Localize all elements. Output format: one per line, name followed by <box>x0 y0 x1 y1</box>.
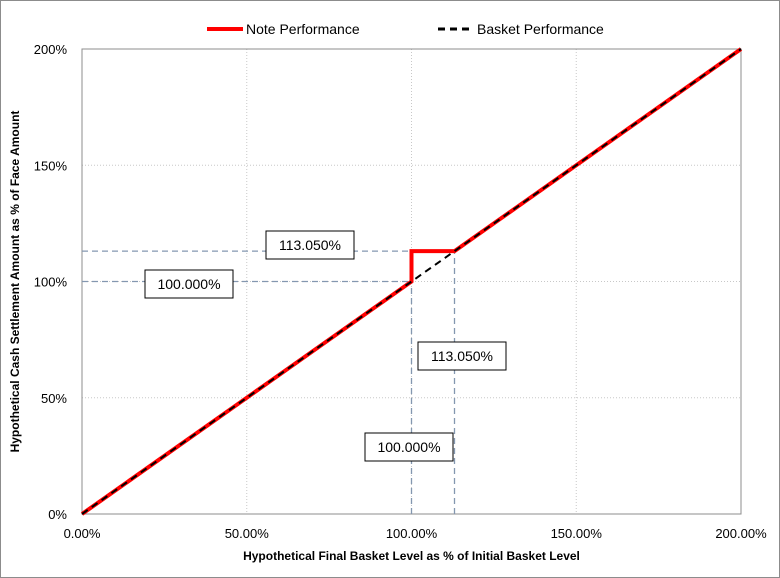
annotation-frame <box>265 230 355 260</box>
tick-labels: 0.00% 50.00% 100.00% 150.00% 200.00% 0% 50% 100… <box>34 42 767 541</box>
x-tick-label: 50.00% <box>225 526 270 541</box>
annotation-label: 113.050% <box>279 237 341 253</box>
y-axis-title: Hypothetical Cash Settlement Amount as %… <box>8 111 22 453</box>
y-tick-label: 100% <box>34 275 68 290</box>
legend-item: Basket Performance <box>438 21 604 37</box>
legend-label: Note Performance <box>246 21 360 37</box>
annotation-box: 100.000% <box>144 269 234 299</box>
legend-label: Basket Performance <box>477 21 604 37</box>
annotation-box: 113.050% <box>417 341 507 371</box>
annotation-box: 100.000% <box>364 432 454 462</box>
x-tick-label: 100.00% <box>386 526 438 541</box>
annotations: 113.050% 100.000% 113.050% 100.000% <box>144 230 507 462</box>
y-tick-label: 0% <box>48 507 67 522</box>
x-tick-label: 150.00% <box>551 526 603 541</box>
legend-item: Note Performance <box>207 21 360 37</box>
x-tick-label: 0.00% <box>64 526 101 541</box>
annotation-label: 100.000% <box>377 439 440 455</box>
legend: Note Performance Basket Performance <box>207 21 604 37</box>
annotation-frame <box>364 432 454 462</box>
y-tick-label: 150% <box>34 158 68 173</box>
y-tick-label: 50% <box>41 391 67 406</box>
annotation-label: 113.050% <box>431 348 493 364</box>
annotation-label: 100.000% <box>157 276 220 292</box>
annotation-frame <box>144 269 234 299</box>
reference-lines <box>82 250 456 514</box>
x-tick-label: 200.00% <box>715 526 767 541</box>
basket-performance-line <box>81 48 742 515</box>
y-tick-label: 200% <box>34 42 68 57</box>
annotation-frame <box>417 341 507 371</box>
annotation-box: 113.050% <box>265 230 355 260</box>
series-group <box>80 47 743 516</box>
x-axis-title: Hypothetical Final Basket Level as % of … <box>243 549 580 563</box>
